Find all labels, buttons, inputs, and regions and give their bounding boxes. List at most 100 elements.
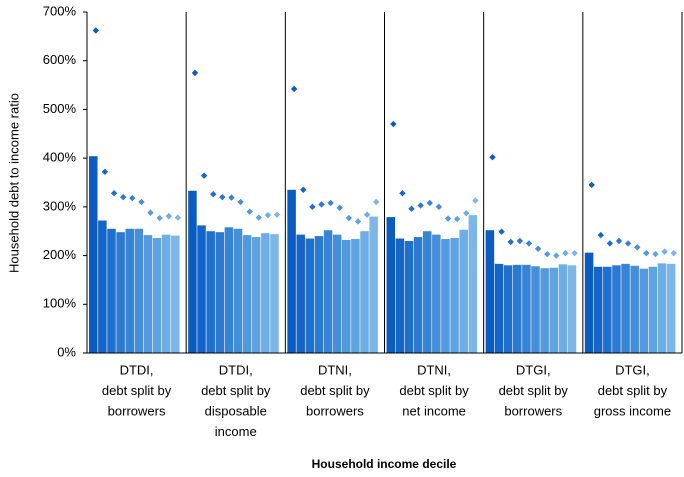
y-tick-label: 100% <box>43 296 77 311</box>
bar <box>531 266 540 353</box>
marker <box>373 198 380 206</box>
marker <box>435 203 443 211</box>
marker <box>444 215 452 222</box>
bar <box>494 263 504 353</box>
bar <box>621 263 630 353</box>
x-tick-label: debt split by <box>499 383 569 398</box>
bar <box>395 238 405 353</box>
bar <box>296 234 305 353</box>
x-tick-label: DTGI, <box>615 362 650 377</box>
x-tick-label: borrowers <box>108 403 166 418</box>
x-tick-label: net income <box>402 403 466 418</box>
y-tick-label: 500% <box>43 101 77 116</box>
marker <box>255 214 263 221</box>
marker <box>290 85 298 93</box>
x-tick-label: income <box>215 424 257 439</box>
marker <box>597 231 604 239</box>
bar <box>558 264 568 353</box>
bar <box>98 220 107 353</box>
marker <box>246 208 253 215</box>
bar <box>450 238 459 353</box>
bar <box>215 232 225 353</box>
bar <box>549 267 558 353</box>
marker <box>237 198 244 206</box>
marker <box>228 194 235 201</box>
bar <box>468 215 478 353</box>
bar <box>143 235 153 353</box>
x-tick-label: debt split by <box>300 383 370 398</box>
x-tick-label: borrowers <box>306 403 364 418</box>
y-tick-label: 200% <box>43 247 77 262</box>
x-tick-label: DTDI, <box>219 362 253 377</box>
marker <box>426 199 434 207</box>
bar <box>593 266 603 353</box>
bar <box>342 239 351 353</box>
marker <box>463 209 470 217</box>
marker <box>472 197 479 204</box>
marker <box>390 120 397 128</box>
marker <box>200 172 208 179</box>
marker <box>129 194 136 202</box>
marker <box>670 249 677 257</box>
y-tick-label: 0% <box>57 344 76 359</box>
marker <box>264 211 272 219</box>
marker <box>165 212 172 220</box>
x-tick-label: debt split by <box>201 383 271 398</box>
bar <box>89 156 98 353</box>
bar <box>287 189 296 353</box>
marker <box>588 181 595 189</box>
x-tick-label: DTNI, <box>318 362 352 377</box>
marker <box>138 198 145 206</box>
marker <box>652 250 659 258</box>
marker <box>345 214 353 222</box>
marker <box>507 238 514 246</box>
bar <box>233 228 243 353</box>
marker <box>336 204 343 212</box>
bar <box>134 228 144 353</box>
bar <box>188 190 197 353</box>
bar <box>152 238 162 353</box>
bar <box>171 235 180 353</box>
marker <box>624 240 632 247</box>
bar <box>612 265 621 353</box>
x-tick-label: DTDI, <box>120 362 154 377</box>
marker <box>327 199 334 207</box>
marker <box>606 240 614 247</box>
marker <box>661 248 668 255</box>
marker <box>191 69 199 77</box>
bar <box>261 233 270 353</box>
bar <box>251 237 261 353</box>
marker <box>147 209 154 216</box>
bar <box>630 265 639 353</box>
y-tick-label: 700% <box>43 3 77 18</box>
y-tick-label: 400% <box>43 150 77 165</box>
marker <box>525 240 533 247</box>
bar <box>323 230 333 353</box>
marker <box>489 153 496 161</box>
bar <box>107 228 116 353</box>
x-tick-label: DTGI, <box>516 362 551 377</box>
marker <box>453 215 461 223</box>
marker <box>92 27 100 34</box>
bar <box>666 263 676 353</box>
bar <box>116 232 125 353</box>
marker <box>544 250 551 258</box>
bar <box>360 231 369 353</box>
marker <box>498 228 505 235</box>
x-tick-label: debt split by <box>598 383 668 398</box>
bar <box>459 229 468 353</box>
bar <box>270 234 279 353</box>
bar <box>161 234 171 353</box>
marker <box>110 190 118 197</box>
marker <box>219 193 226 201</box>
bar <box>369 216 378 353</box>
x-tick-label: disposable <box>205 403 267 418</box>
marker <box>309 203 316 211</box>
bar <box>224 227 234 353</box>
marker <box>119 193 127 201</box>
marker <box>643 249 650 257</box>
x-tick-label: borrowers <box>504 403 562 418</box>
x-tick-label: DTNI, <box>417 362 451 377</box>
y-tick-label: 600% <box>43 52 77 67</box>
